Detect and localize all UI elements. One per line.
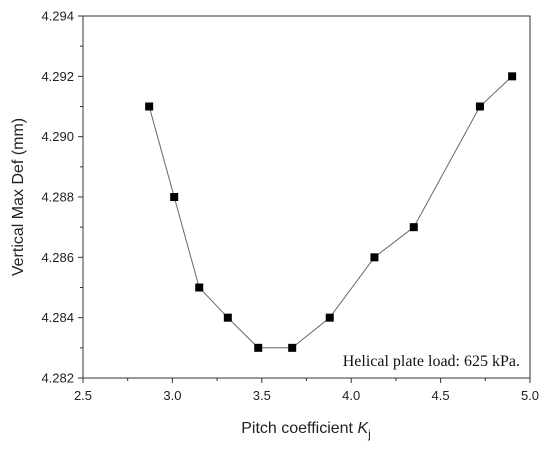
x-tick-label: 4.5	[432, 388, 450, 403]
data-series	[145, 72, 517, 352]
x-axis-title-symbol: K	[357, 420, 369, 437]
data-point	[254, 343, 263, 352]
data-point	[145, 102, 154, 111]
y-tick-label: 4.294	[41, 9, 74, 24]
data-point	[195, 283, 204, 292]
y-tick-label: 4.284	[41, 310, 74, 325]
data-point	[370, 253, 379, 262]
data-point	[409, 223, 418, 232]
y-tick-label: 4.292	[41, 69, 74, 84]
x-axis-title-main: Pitch coefficient	[241, 420, 357, 437]
y-tick-label: 4.290	[41, 129, 74, 144]
y-axis-ticks: 4.282 4.284 4.286 4.288 4.290 4.292 4.294	[41, 9, 83, 386]
x-axis-title: Pitch coefficient Kj	[241, 420, 371, 441]
y-tick-label: 4.286	[41, 250, 74, 265]
x-tick-label: 2.5	[74, 388, 92, 403]
x-tick-label: 5.0	[521, 388, 539, 403]
data-point	[288, 343, 297, 352]
series-line	[148, 75, 513, 349]
x-tick-label: 3.5	[253, 388, 271, 403]
annotation-text: Helical plate load: 625 kPa.	[343, 353, 520, 370]
data-point	[325, 313, 334, 322]
x-tick-label: 4.0	[342, 388, 360, 403]
data-point	[223, 313, 232, 322]
x-tick-label: 3.0	[163, 388, 181, 403]
x-axis-ticks: 2.5 3.0 3.5 4.0 4.5 5.0	[74, 378, 539, 403]
y-tick-label: 4.288	[41, 190, 74, 205]
plot-frame	[82, 15, 531, 379]
y-axis-title: Vertical Max Def (mm)	[10, 118, 27, 276]
data-point	[508, 72, 517, 81]
data-point	[475, 102, 484, 111]
x-axis-title-subscript: j	[367, 427, 371, 441]
data-point	[170, 193, 179, 201]
y-tick-label: 4.282	[41, 371, 74, 386]
